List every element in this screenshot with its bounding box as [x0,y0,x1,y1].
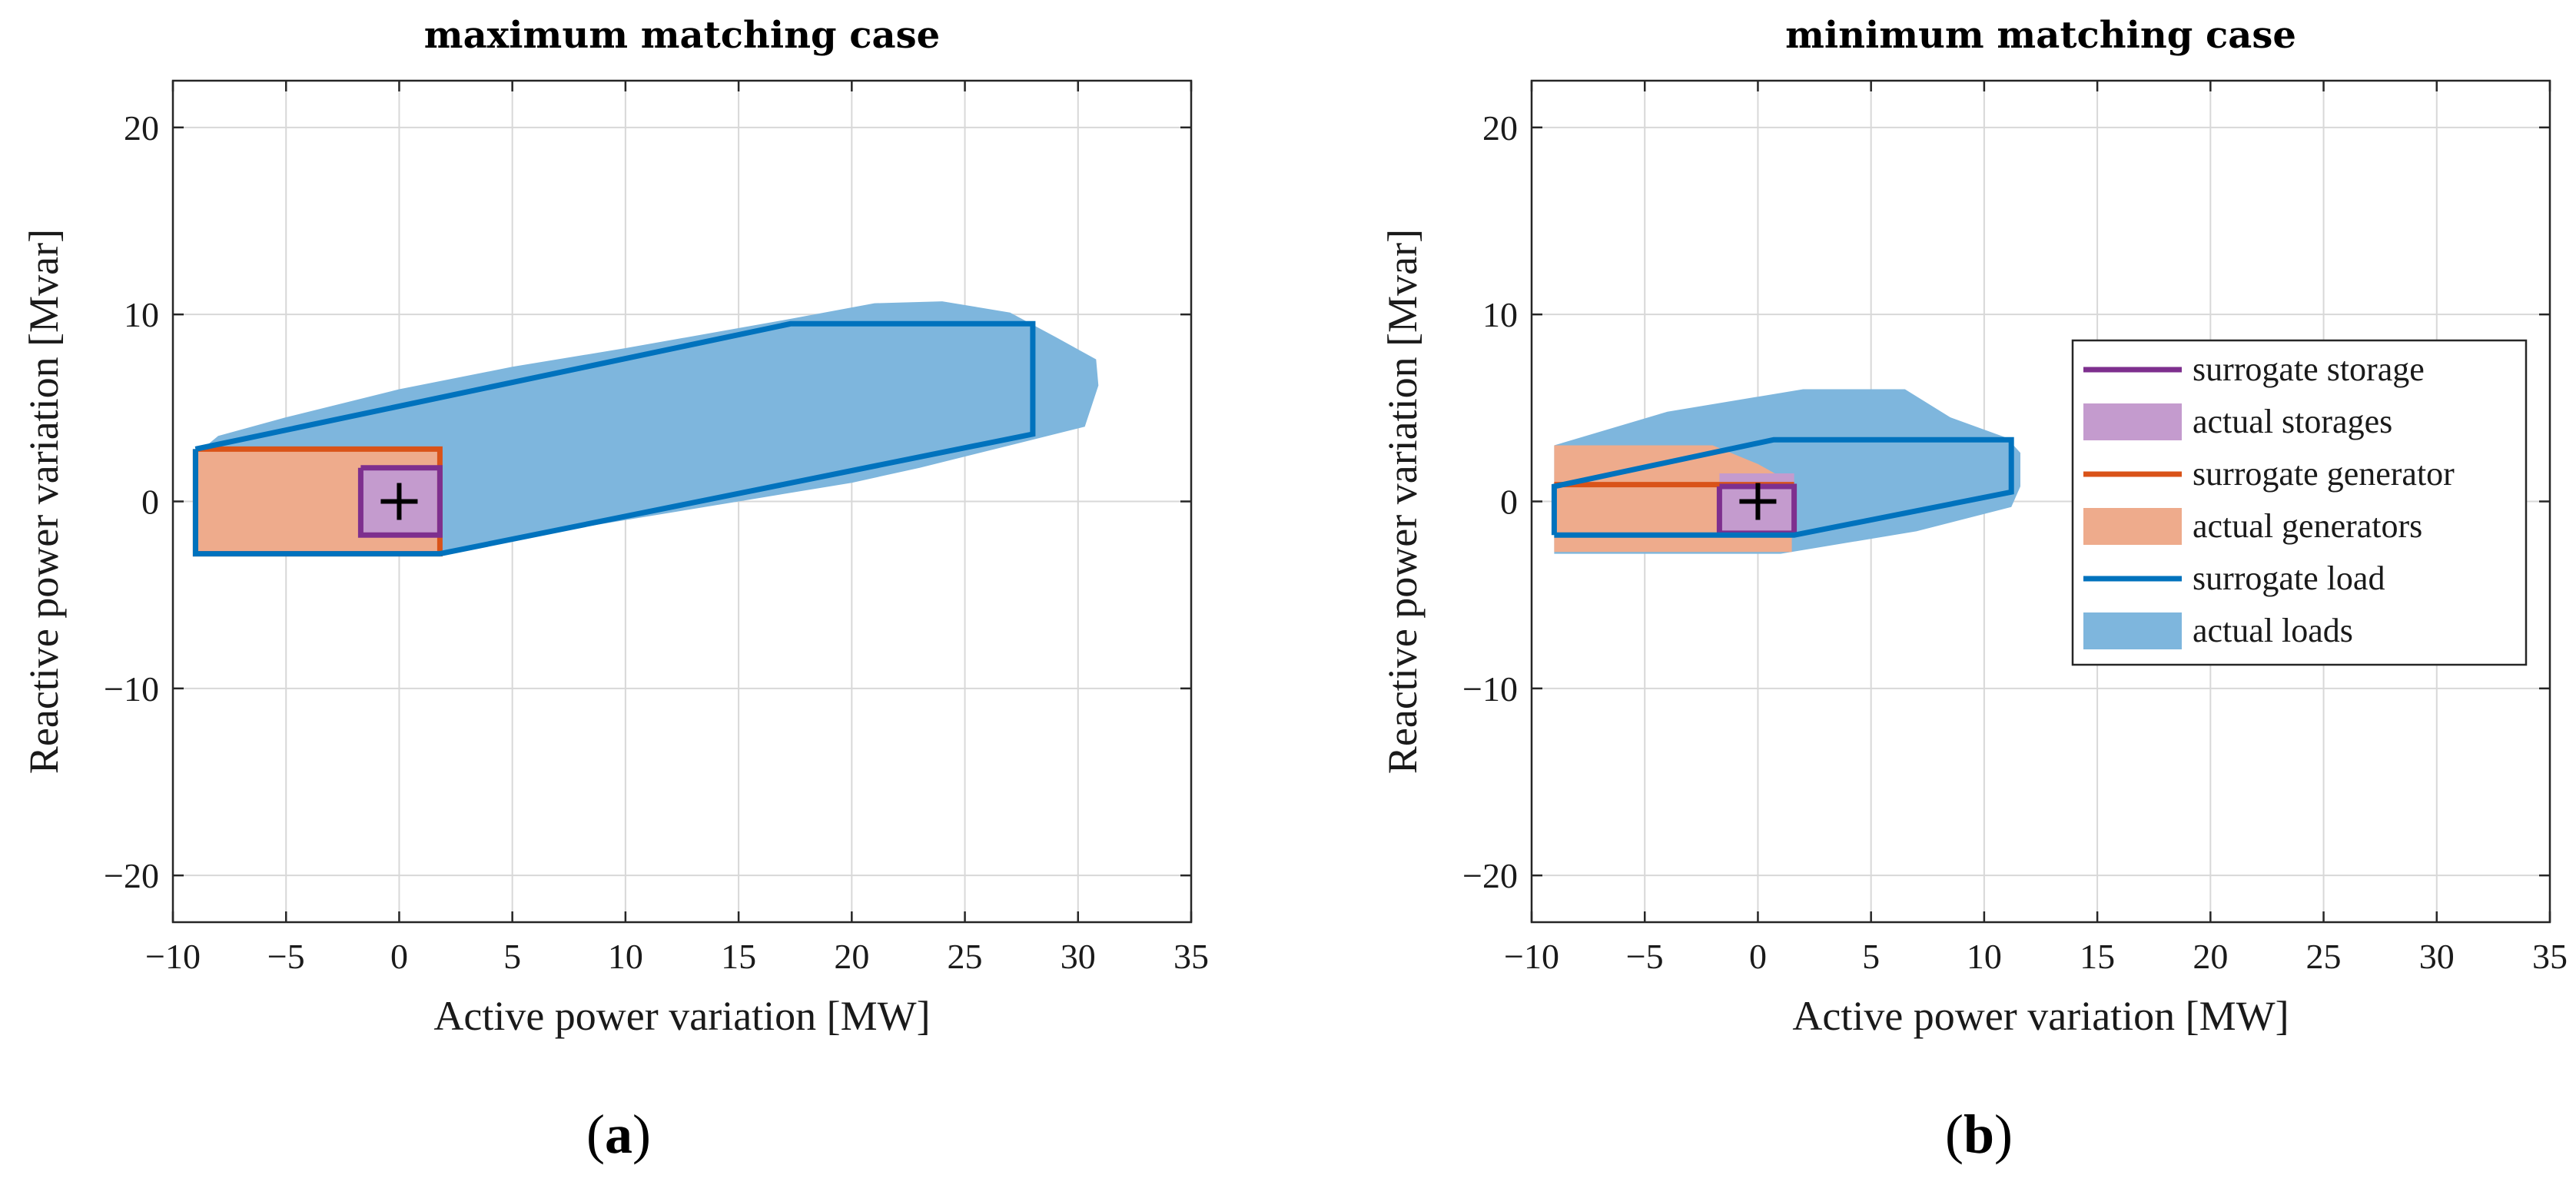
legend-box [2071,339,2528,666]
x-tick-label: 30 [2419,937,2455,976]
y-tick-label: −20 [104,856,159,895]
legend-label: surrogate generator [2193,455,2455,493]
x-tick-label: 20 [834,937,869,976]
y-axis-label: Reactive power variation [Mvar] [1379,229,1426,774]
x-tick-label: 25 [948,937,983,976]
y-tick-label: 20 [1482,108,1518,148]
x-tick-label: 25 [2306,937,2342,976]
x-tick-label: 30 [1061,937,1096,976]
chart-title: minimum matching case [1785,14,2296,57]
x-tick-label: 5 [503,937,521,976]
legend-entry: actual loads [2083,612,2353,649]
legend-fill-swatch [2083,403,2182,440]
x-tick-label: 15 [2080,937,2115,976]
x-tick-label: −10 [145,937,201,976]
legend-label: actual loads [2193,612,2353,649]
x-axis-label: Active power variation [MW] [1792,993,2289,1039]
x-tick-label: 10 [1967,937,2002,976]
chart-title: maximum matching case [424,14,940,57]
x-tick-label: −5 [1626,937,1664,976]
y-tick-label: −10 [104,669,159,709]
panel-label: (b) [1945,1104,2013,1165]
chart-panel-1: −10 −5 0 5 10 15 20 25 30 35 −20 −10 0 10 20 maximum ma… [21,14,1209,1165]
panel-label: (a) [586,1104,651,1165]
legend-entry: surrogate generator [2083,455,2455,493]
x-tick-label: −5 [267,937,305,976]
surrogate-load-line [192,320,1036,557]
plot-area [1551,389,2020,554]
origin-plus-marker [1739,483,1777,520]
legend-fill-swatch [2083,612,2182,649]
legend-label: actual generators [2193,507,2422,545]
y-tick-label: −20 [1462,856,1518,895]
legend-label: actual storages [2193,403,2392,440]
legend-label: surrogate storage [2193,350,2425,388]
x-tick-label: 20 [2193,937,2228,976]
legend-entry: surrogate storage [2083,350,2425,388]
legend-fill-swatch [2083,508,2182,545]
y-tick-label: 20 [124,108,159,148]
x-tick-label: −10 [1504,937,1559,976]
x-tick-label: 0 [390,937,408,976]
legend-entry: surrogate load [2083,559,2385,597]
y-tick-label: 10 [124,295,159,334]
x-tick-label: 35 [1173,937,1209,976]
x-tick-label: 10 [608,937,643,976]
y-tick-label: −10 [1462,669,1518,709]
legend-label: surrogate load [2193,559,2385,597]
y-tick-label: 0 [141,483,159,522]
legend-entry: actual generators [2083,507,2422,545]
chart-panel-2: −10 −5 0 5 10 15 20 25 30 35 −20 −10 0 10 20 minimum ma… [1379,14,2568,1165]
legend-entry: actual storages [2083,403,2392,440]
plot-area [192,301,1099,557]
surrogate-storage-line [357,465,443,538]
x-tick-label: 5 [1862,937,1880,976]
y-tick-label: 0 [1500,483,1518,522]
x-tick-label: 15 [721,937,756,976]
surrogate-load-line [1551,436,2014,538]
x-axis-label: Active power variation [MW] [433,993,930,1039]
y-tick-label: 10 [1482,295,1518,334]
x-tick-label: 35 [2532,937,2568,976]
y-axis-label: Reactive power variation [Mvar] [21,229,67,774]
origin-plus-marker [380,483,418,520]
x-tick-label: 0 [1749,937,1767,976]
legend: surrogate storage actual storages surrogat… [2071,339,2528,666]
